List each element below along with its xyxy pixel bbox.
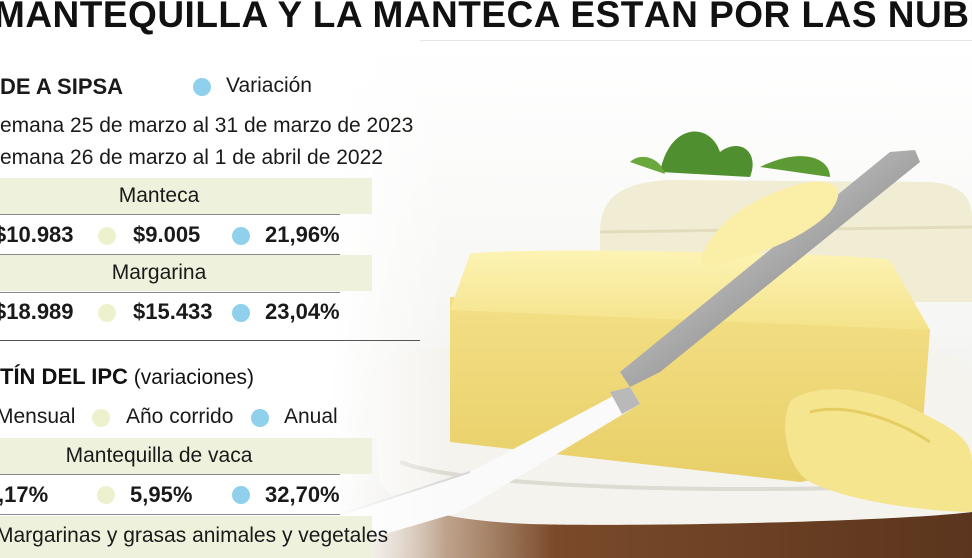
price-2022-legend-dot xyxy=(98,227,116,245)
variation-legend-label: Variación xyxy=(226,74,312,97)
ipc-header: TÍN DEL IPC (variaciones) xyxy=(0,364,254,390)
annual-legend-dot xyxy=(251,409,269,427)
title-divider xyxy=(420,40,972,41)
row-divider xyxy=(0,254,340,255)
monthly-legend-label: Mensual xyxy=(0,405,76,428)
price-2022-legend-dot xyxy=(98,304,116,322)
variation-dot xyxy=(232,227,250,245)
annual-dot xyxy=(232,486,250,504)
ipc-title: TÍN DEL IPC xyxy=(0,364,128,389)
sipsa-title: DE A SIPSA xyxy=(0,74,124,99)
manteca-label: Manteca xyxy=(118,184,200,207)
ytd-dot xyxy=(97,486,115,504)
margarina-band xyxy=(0,255,372,291)
margarina-price-2023: $18.989 xyxy=(0,299,74,324)
page-title: MANTEQUILLA Y LA MANTECA ESTÁN POR LAS N… xyxy=(0,0,972,35)
row-divider xyxy=(0,474,340,475)
ipc-subtitle: (variaciones) xyxy=(133,366,255,389)
row-divider xyxy=(0,214,340,215)
margarina-label: Margarina xyxy=(111,261,207,284)
mantequilla-label: Mantequilla de vaca xyxy=(65,444,253,467)
mantequilla-monthly: ,17% xyxy=(0,482,49,507)
margarinas-label: Margarinas y grasas animales y vegetales xyxy=(0,524,389,547)
mantequilla-ytd: 5,95% xyxy=(130,482,193,507)
margarina-price-2022: $15.433 xyxy=(133,299,213,324)
manteca-variation: 21,96% xyxy=(265,222,340,247)
section-divider xyxy=(0,340,420,341)
week-2022-label: emana 26 de marzo al 1 de abril de 2022 xyxy=(0,146,383,169)
row-divider xyxy=(0,292,340,293)
margarina-variation: 23,04% xyxy=(265,299,340,324)
variation-dot xyxy=(232,304,250,322)
infographic-panel: DE A SIPSA Variación emana 25 de marzo a… xyxy=(0,0,430,558)
butter-photo xyxy=(330,42,972,558)
manteca-band xyxy=(0,178,372,214)
manteca-price-2023: $10.983 xyxy=(0,222,74,247)
mantequilla-band xyxy=(0,438,372,474)
manteca-price-2022: $9.005 xyxy=(133,222,201,247)
margarinas-band xyxy=(0,516,372,558)
row-divider xyxy=(0,514,340,515)
mantequilla-annual: 32,70% xyxy=(265,482,340,507)
week-2023-label: emana 25 de marzo al 31 de marzo de 2023 xyxy=(0,114,414,137)
annual-legend-label: Anual xyxy=(284,405,338,428)
variation-legend-dot xyxy=(193,78,211,96)
ytd-legend-dot xyxy=(92,409,110,427)
ytd-legend-label: Año corrido xyxy=(126,405,234,428)
